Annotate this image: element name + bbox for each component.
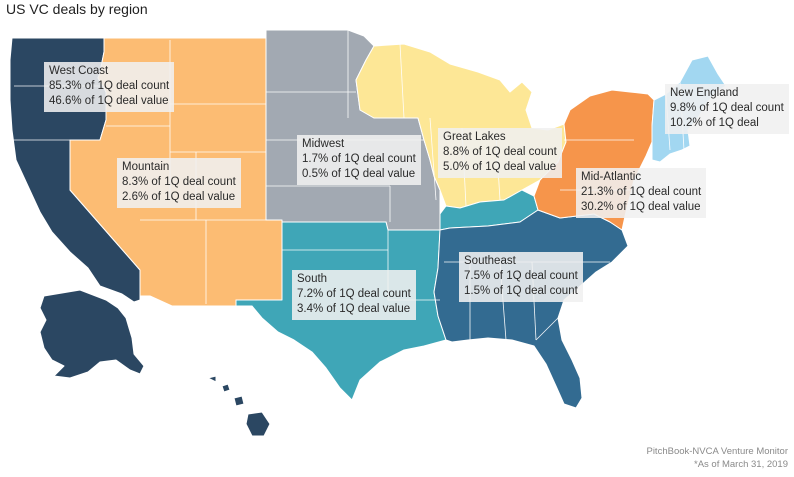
region-deal-count: 8.3% of 1Q deal count	[122, 176, 236, 188]
region-deal-count: 7.5% of 1Q deal count	[464, 270, 578, 282]
region-name: Mountain	[122, 161, 170, 173]
region-deal-value: 0.5% of 1Q deal value	[302, 168, 416, 180]
region-deal-count: 21.3% of 1Q deal count	[581, 186, 702, 198]
region-name: Southeast	[464, 255, 516, 267]
region-deal-count: 8.8% of 1Q deal count	[443, 146, 557, 158]
source-name: PitchBook-NVCA Venture Monitor	[646, 446, 788, 457]
label-mountain: Mountain 8.3% of 1Q deal count 2.6% of 1…	[117, 158, 241, 208]
region-deal-value: 46.6% of 1Q deal value	[49, 95, 169, 107]
region-name: West Coast	[49, 65, 109, 77]
label-midwest: Midwest 1.7% of 1Q deal count 0.5% of 1Q…	[297, 135, 421, 185]
as-of-date: *As of March 31, 2019	[694, 459, 788, 470]
label-great-lakes: Great Lakes 8.8% of 1Q deal count 5.0% o…	[438, 128, 562, 178]
label-new-england: New England 9.8% of 1Q deal count 10.2% …	[665, 84, 789, 134]
region-name: New England	[670, 87, 739, 99]
region-name: Great Lakes	[443, 131, 506, 143]
region-deal-value: 5.0% of 1Q deal value	[443, 161, 557, 173]
label-west-coast: West Coast 85.3% of 1Q deal count 46.6% …	[44, 62, 175, 112]
source-note: PitchBook-NVCA Venture Monitor *As of Ma…	[646, 446, 788, 470]
region-deal-count: 7.2% of 1Q deal count	[297, 288, 411, 300]
map-title: US VC deals by region	[6, 1, 148, 17]
region-name: Mid-Atlantic	[581, 171, 642, 183]
region-deal-count: 85.3% of 1Q deal count	[49, 80, 170, 92]
region-hawaii	[207, 375, 271, 437]
label-mid-atlantic: Mid-Atlantic 21.3% of 1Q deal count 30.2…	[576, 168, 707, 218]
region-name: Midwest	[302, 138, 345, 150]
region-deal-value: 1.5% of 1Q deal count	[464, 285, 578, 297]
region-deal-count: 1.7% of 1Q deal count	[302, 153, 416, 165]
label-south: South 7.2% of 1Q deal count 3.4% of 1Q d…	[292, 270, 416, 320]
region-southeast	[433, 209, 629, 409]
region-alaska	[39, 289, 145, 379]
region-deal-value: 2.6% of 1Q deal value	[122, 191, 236, 203]
region-deal-count: 9.8% of 1Q deal count	[670, 102, 784, 114]
region-name: South	[297, 273, 328, 285]
region-deal-value: 30.2% of 1Q deal value	[581, 201, 701, 213]
label-southeast: Southeast 7.5% of 1Q deal count 1.5% of …	[459, 252, 583, 302]
region-deal-value: 10.2% of 1Q deal	[670, 117, 759, 129]
region-deal-value: 3.4% of 1Q deal value	[297, 303, 411, 315]
